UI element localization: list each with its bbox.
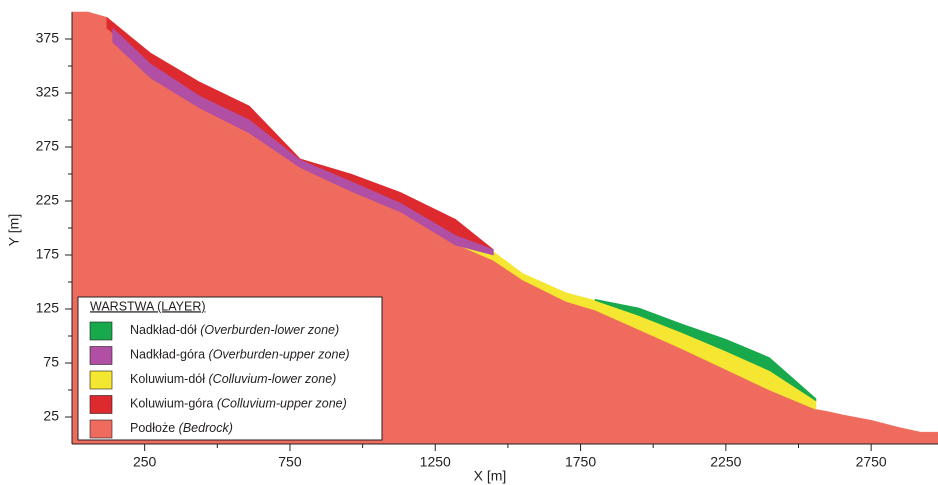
x-tick-label: 2250 [710,454,741,470]
legend-name-en: (Colluvium-upper zone) [217,397,347,411]
y-axis-label: Y [m] [6,214,22,246]
legend-swatch [90,371,112,389]
y-tick-label: 225 [36,192,60,208]
legend-label: Nadkład-dół (Overburden-lower zone) [130,323,339,337]
legend-swatch [90,322,112,340]
legend-label: Nadkład-góra (Overburden-upper zone) [130,348,350,362]
legend-label: Podłoże (Bedrock) [130,421,233,435]
legend-box [78,297,382,440]
x-tick-label: 750 [278,454,302,470]
x-tick-label: 2750 [856,454,887,470]
x-tick-label: 1250 [420,454,451,470]
legend-name: Nadkład-góra [130,348,205,362]
legend-name-en: (Overburden-upper zone) [209,348,350,362]
legend-name: Podłoże [130,421,175,435]
y-tick-label: 125 [36,300,60,316]
legend-swatch [90,396,112,414]
legend-name: Koluwium-góra [130,397,213,411]
x-tick-label: 1750 [565,454,596,470]
x-tick-label: 250 [133,454,157,470]
y-tick-label: 75 [43,354,59,370]
legend-swatch [90,420,112,438]
x-axis-label: X [m] [474,468,507,484]
chart: X [m] Y [m] 25 75 125 175 225 275 325 375 250 750… [0,0,938,485]
legend-title: WARSTWA (LAYER) [90,299,206,313]
y-tick-label: 175 [36,246,60,262]
y-tick-label: 325 [36,84,60,100]
y-tick-label: 25 [43,408,59,424]
y-tick-label: 375 [36,30,60,46]
legend-label: Koluwium-dół (Colluvium-lower zone) [130,372,336,386]
legend-name: Nadkład-dół [130,323,197,337]
legend-name-en: (Bedrock) [179,421,233,435]
legend-swatch [90,347,112,365]
legend-name-en: (Colluvium-lower zone) [209,372,337,386]
legend-name: Koluwium-dół [130,372,205,386]
legend-label: Koluwium-góra (Colluvium-upper zone) [130,397,347,411]
legend: WARSTWA (LAYER) Nadkład-dół (Overburden-l… [78,297,382,440]
legend-name-en: (Overburden-lower zone) [200,323,339,337]
y-tick-label: 275 [36,138,60,154]
